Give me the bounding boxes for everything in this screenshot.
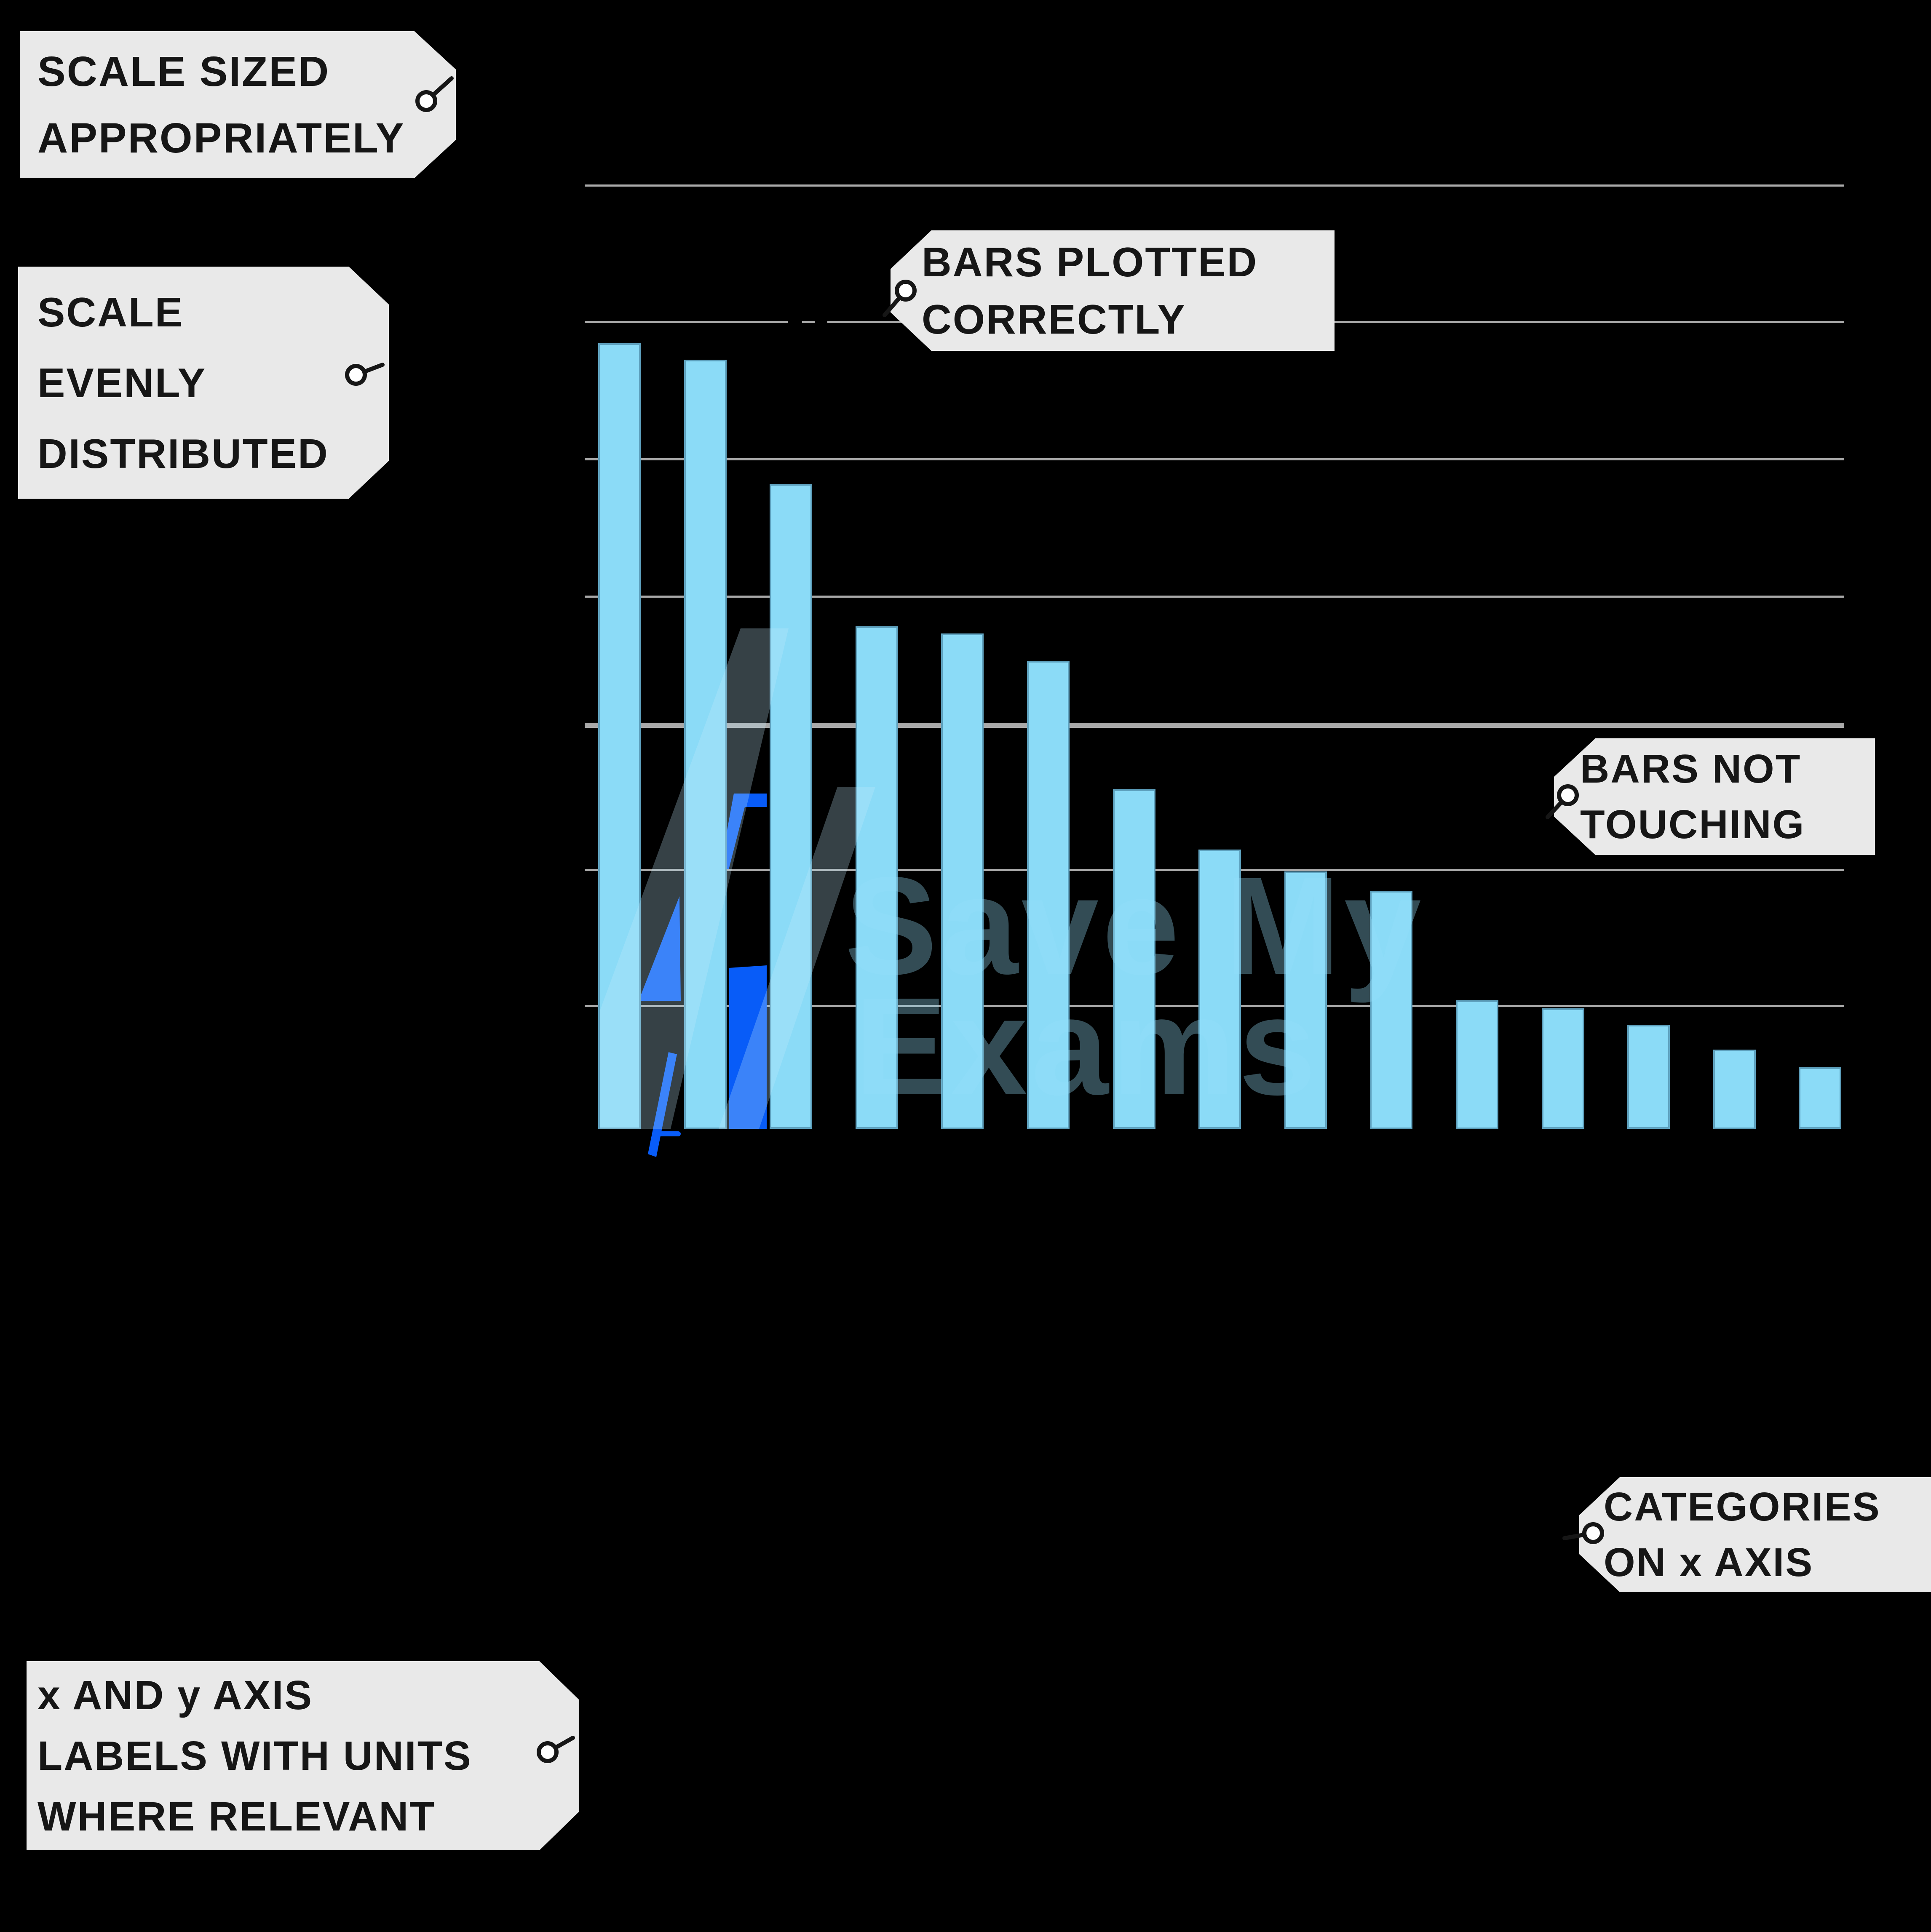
tag-text-line: ON x AXIS (1604, 1539, 1814, 1585)
annotation-tag-bars-not-touching: BARS NOT TOUCHING (1554, 738, 1875, 855)
bar (1799, 1067, 1841, 1129)
bar (684, 360, 727, 1129)
tag-text-line: WHERE RELEVANT (37, 1793, 436, 1839)
y-gridline (585, 595, 1844, 598)
y-gridline (585, 458, 1844, 460)
bar (1198, 850, 1241, 1129)
bar (1627, 1025, 1670, 1129)
annotation-tag-scale-sized: SCALE SIZED APPROPRIATELY (20, 31, 456, 178)
bar (1027, 661, 1070, 1129)
tag-text-line: BARS NOT (1580, 746, 1802, 791)
bar (941, 633, 984, 1129)
tag-text-line: APPROPRIATELY (37, 114, 405, 162)
tag-text-line: DISTRIBUTED (37, 430, 329, 477)
annotation-tag-bars-plotted: BARS PLOTTED CORRECTLY (891, 230, 1335, 351)
annotation-tag-categories-x-axis: CATEGORIES ON x AXIS (1579, 1477, 1931, 1592)
annotation-tag-scale-evenly: SCALE EVENLY DISTRIBUTED (18, 267, 389, 499)
y-gridline (585, 723, 1844, 728)
annotation-tag-axis-labels-units: x AND y AXIS LABELS WITH UNITS WHERE REL… (27, 1661, 579, 1850)
tag-text-line: SCALE (37, 289, 184, 335)
bar (1713, 1050, 1756, 1129)
gridline-dash-gap (815, 318, 827, 326)
y-gridline (585, 184, 1844, 187)
tag-text-line: BARS PLOTTED (922, 239, 1258, 285)
bar (856, 626, 898, 1129)
bar (598, 343, 641, 1129)
bar (1542, 1008, 1584, 1129)
tag-text-line: x AND y AXIS (37, 1672, 313, 1718)
tag-text-line: SCALE SIZED (37, 48, 330, 95)
bar (1284, 871, 1327, 1129)
bar (1370, 891, 1412, 1129)
tag-text-line: CORRECTLY (922, 296, 1186, 342)
bar (1113, 789, 1155, 1129)
tag-text-line: CATEGORIES (1604, 1484, 1881, 1529)
gridline-dash-gap (788, 318, 802, 326)
tag-text-line: EVENLY (37, 359, 207, 406)
tag-text-line: TOUCHING (1580, 802, 1805, 847)
bar (1456, 1000, 1498, 1129)
tag-text-line: LABELS WITH UNITS (37, 1732, 472, 1779)
bar (770, 484, 812, 1129)
